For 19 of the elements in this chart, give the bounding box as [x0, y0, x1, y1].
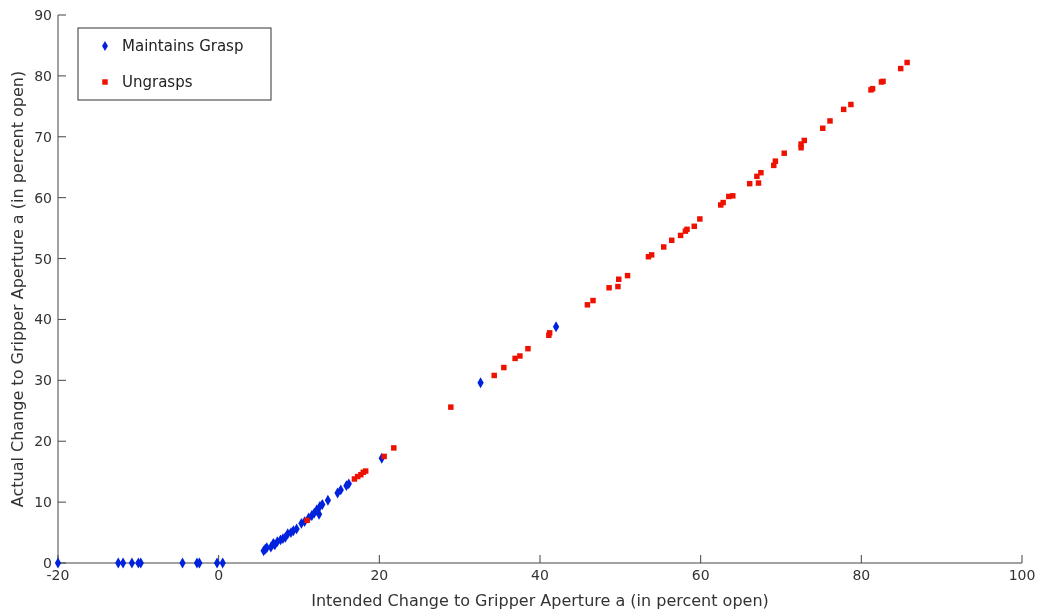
y-tick-label: 80 [34, 67, 52, 84]
y-tick-label: 40 [34, 311, 52, 328]
legend-label: Ungrasps [122, 73, 193, 91]
x-tick-label: 60 [691, 567, 710, 583]
x-tick-label: 0 [214, 567, 224, 583]
y-tick-label: 20 [34, 433, 52, 450]
y-axis-title: Actual Change to Gripper Aperture a (in percent open) [8, 70, 27, 508]
x-tick-label: 40 [531, 567, 549, 583]
y-tick-label: 30 [34, 372, 52, 389]
y-tick-label: 90 [34, 7, 52, 23]
x-tick-label: 100 [1008, 567, 1036, 583]
x-axis-title: Intended Change to Gripper Aperture a (in percent open) [311, 591, 769, 610]
legend-label: Maintains Grasp [122, 37, 244, 55]
y-tick-label: 10 [34, 494, 52, 511]
y-tick-label: 60 [34, 189, 52, 206]
y-tick-label: 70 [34, 128, 52, 145]
y-tick-label: 50 [34, 250, 52, 267]
x-tick-label: 20 [370, 567, 389, 583]
x-tick-label: 80 [852, 567, 871, 583]
